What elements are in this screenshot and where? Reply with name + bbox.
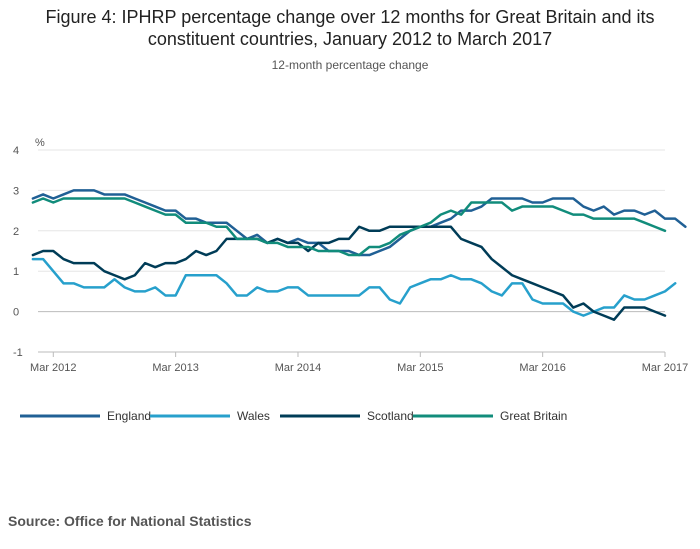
axes: -1 0 1 2 3 4% Mar 2012 Mar 2013 Mar 2014 Mar 2015…	[13, 137, 688, 374]
x-tick-label: Mar 2015	[397, 362, 443, 374]
source-note: Source: Office for National Statistics	[8, 513, 252, 529]
series-lines	[31, 189, 687, 321]
series-line-great-britain	[31, 197, 667, 257]
y-tick-label: 4	[13, 145, 19, 157]
legend-label: Scotland	[367, 409, 414, 423]
legend-item-great-britain[interactable]: Great Britain	[413, 409, 567, 423]
y-tick-label: -1	[13, 347, 23, 359]
series-line-scotland	[31, 225, 667, 321]
x-tick-label: Mar 2016	[519, 362, 565, 374]
x-tick-label: Mar 2014	[275, 362, 321, 374]
y-tick-label: 0	[13, 307, 19, 319]
legend-label: Wales	[237, 409, 270, 423]
x-tick-label: Mar 2013	[152, 362, 198, 374]
legend[interactable]: England Wales Scotland Great Britain	[20, 409, 567, 423]
x-tick-label: Mar 2017	[642, 362, 688, 374]
series-line-wales	[31, 257, 677, 317]
chart-title-line-2: constituent countries, January 2012 to M…	[147, 29, 553, 49]
chart-title-line-1: Figure 4: IPHRP percentage change over 1…	[45, 7, 655, 27]
y-tick-label: 1	[13, 266, 19, 278]
legend-label: Great Britain	[500, 409, 567, 423]
x-tick-label: Mar 2012	[30, 362, 76, 374]
y-tick-label: 3	[13, 185, 19, 197]
legend-label: England	[107, 409, 151, 423]
chart-title: Figure 4: IPHRP percentage change over 1…	[0, 6, 700, 50]
legend-item-scotland[interactable]: Scotland	[280, 409, 414, 423]
legend-item-wales[interactable]: Wales	[150, 409, 270, 423]
y-axis-label: %	[35, 137, 45, 149]
chart-subtitle: 12-month percentage change	[271, 58, 429, 72]
legend-item-england[interactable]: England	[20, 409, 151, 423]
y-tick-label: 2	[13, 226, 19, 238]
